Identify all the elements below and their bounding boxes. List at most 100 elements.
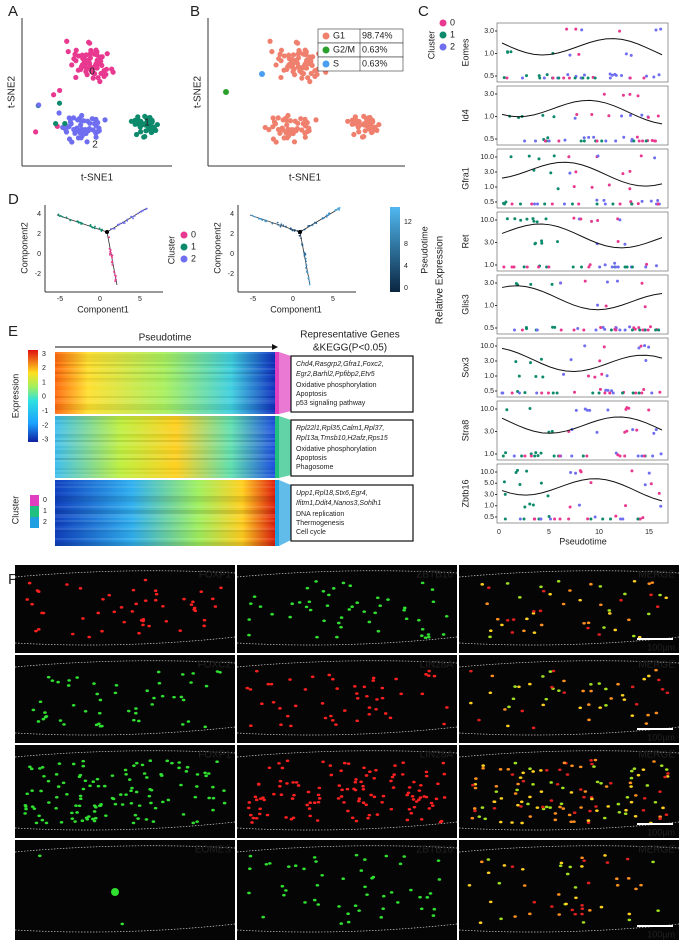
x-label: Component1	[270, 304, 322, 314]
cell	[531, 770, 535, 773]
kegg-term: Oxidative phosphorylation	[296, 446, 377, 453]
cell	[488, 900, 493, 904]
dot	[56, 110, 62, 116]
tissue-edge	[236, 570, 458, 578]
dot	[149, 129, 155, 135]
heatmap-row	[55, 422, 275, 424]
legend-entry: 0	[191, 229, 196, 239]
cell	[28, 765, 32, 769]
dot	[574, 170, 578, 174]
cell	[355, 719, 360, 723]
cell	[414, 800, 419, 803]
cell	[327, 593, 331, 597]
dot	[57, 213, 60, 216]
dot	[575, 113, 579, 117]
cell	[262, 798, 267, 802]
cell	[159, 774, 164, 777]
legend-title: Cluster	[426, 31, 436, 60]
dot	[659, 504, 663, 508]
dot	[264, 219, 267, 222]
cell	[321, 760, 325, 764]
cell	[91, 780, 96, 783]
legend-entry: 0	[450, 17, 455, 27]
dot	[553, 325, 557, 329]
cell	[327, 673, 332, 677]
dot	[357, 122, 363, 128]
dot	[261, 219, 264, 221]
cell	[441, 633, 446, 636]
cell	[412, 805, 417, 809]
dot	[289, 228, 292, 230]
cell	[381, 794, 386, 798]
tissue-edge	[14, 660, 236, 668]
cell	[641, 808, 646, 812]
dot	[623, 454, 627, 458]
dot	[528, 361, 532, 365]
x-tick-label: 0	[497, 529, 501, 536]
cell	[54, 806, 58, 810]
cell	[191, 821, 196, 825]
cell	[506, 767, 511, 771]
cell	[189, 681, 193, 684]
cell	[363, 885, 367, 889]
cell	[506, 724, 510, 728]
dot	[126, 218, 129, 221]
dot	[636, 517, 640, 521]
cell	[130, 786, 134, 790]
cell	[272, 792, 276, 796]
cell	[645, 784, 650, 787]
cell	[616, 802, 621, 806]
cell	[602, 626, 606, 629]
cell	[143, 578, 148, 582]
dot	[322, 217, 325, 219]
heatmap-row	[55, 538, 275, 540]
dot	[110, 69, 116, 75]
cell	[37, 854, 42, 858]
cell	[510, 865, 515, 868]
dot	[579, 217, 583, 221]
kegg-term: Phagosome	[296, 464, 333, 471]
cell	[649, 593, 653, 597]
dot	[102, 117, 108, 123]
heatmap-row	[55, 512, 275, 514]
cell	[287, 865, 291, 868]
gene-panel	[496, 337, 669, 398]
cell	[38, 700, 43, 704]
cell	[654, 711, 659, 715]
dot	[535, 220, 539, 224]
cell	[553, 818, 558, 822]
cell	[302, 867, 306, 871]
dot	[572, 216, 576, 220]
cell	[97, 722, 101, 726]
cell	[424, 770, 429, 774]
cell	[222, 789, 226, 792]
dot	[100, 230, 103, 232]
heatmap-row	[55, 378, 275, 380]
dot	[640, 281, 644, 285]
cell	[620, 693, 625, 697]
heatmap-header: Pseudotime	[139, 333, 192, 344]
dot	[91, 226, 94, 229]
dot	[606, 388, 610, 392]
cell	[588, 909, 592, 912]
cell	[307, 807, 312, 810]
y-tick-label: 1.0	[484, 302, 494, 309]
cell	[100, 629, 104, 633]
dot	[543, 139, 547, 143]
cell	[627, 912, 632, 916]
y-label: t-SNE2	[193, 75, 204, 108]
stain-label: FOXF1	[199, 570, 232, 581]
dot	[598, 359, 602, 363]
dot	[582, 328, 586, 332]
cell	[380, 686, 385, 690]
cell	[532, 609, 536, 613]
cell	[586, 821, 591, 824]
dot	[525, 217, 529, 221]
dot	[573, 390, 577, 394]
dot	[648, 325, 652, 329]
dot	[502, 480, 506, 484]
dot	[321, 217, 324, 220]
dot	[570, 202, 574, 206]
tissue-edge	[14, 821, 236, 831]
dot	[621, 517, 625, 521]
